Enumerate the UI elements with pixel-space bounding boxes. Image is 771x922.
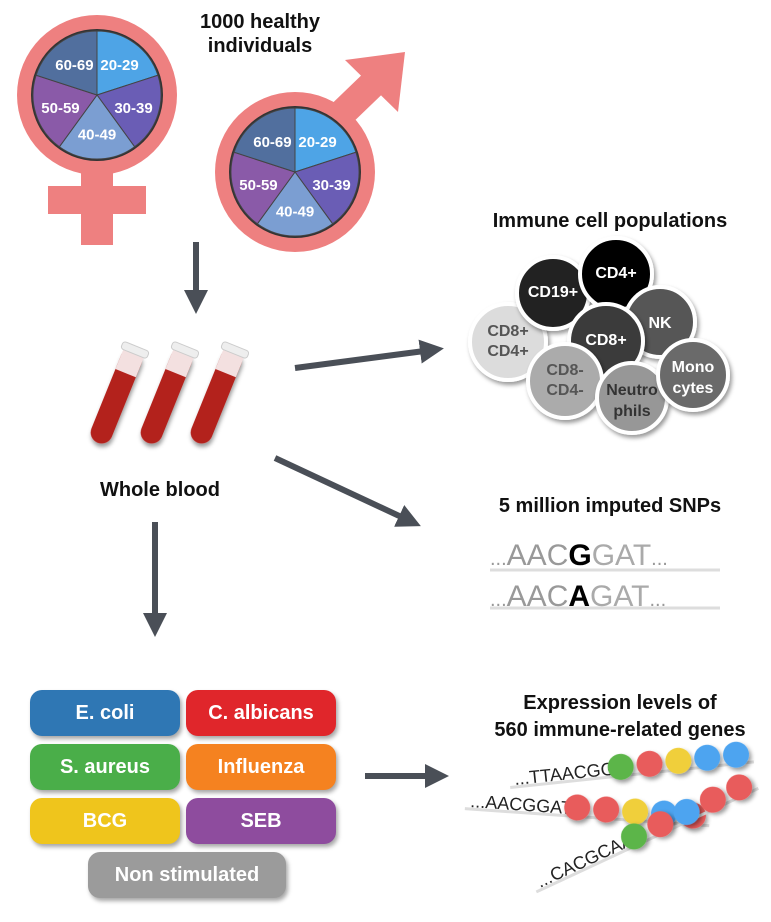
age-slice-30-39 — [294, 151, 360, 225]
snps-title: 5 million imputed SNPs — [498, 495, 722, 517]
blood-tube — [190, 341, 250, 444]
cell-label: Neutro — [606, 382, 658, 399]
expression-bead — [673, 798, 700, 825]
expression-bead — [593, 796, 620, 823]
age-label: 20-29 — [100, 57, 138, 74]
stimulus-s-aureus: S. aureus — [30, 744, 180, 790]
stimulus-seb: SEB — [186, 798, 336, 844]
cohort-title: 1000 healthy individuals — [150, 10, 370, 58]
stimulus-label: Influenza — [217, 755, 305, 778]
age-label: 50-59 — [239, 177, 277, 194]
expression-title-line1: Expression levels of — [523, 692, 717, 714]
stimulus-label: Non stimulated — [114, 863, 260, 886]
cohort-title-line2: individuals — [207, 35, 313, 57]
sequence-text: ...TTAACGG — [513, 759, 615, 789]
whole-blood-label: Whole blood — [100, 479, 220, 501]
stimulus-label: SEB — [240, 809, 282, 832]
expression-bead — [647, 811, 674, 838]
age-label: 60-69 — [253, 134, 291, 151]
cell-label: CD19+ — [527, 284, 579, 301]
immune-title: Immune cell populations — [492, 210, 728, 232]
cell-label: NK — [648, 315, 672, 332]
cell-cd8-cd4- — [468, 302, 548, 382]
age-slice-50-59 — [230, 151, 296, 225]
immune-cell-cluster: NK Neutro phils Mono cytes — [468, 236, 730, 435]
age-slice-40-49 — [58, 94, 136, 160]
expression-bead — [726, 774, 753, 801]
blood-tubes-icon — [90, 341, 250, 444]
age-slice-50-59 — [32, 74, 98, 148]
arrow-blood-to-snps — [273, 455, 421, 527]
age-pie-male: 20-29 30-39 40-49 50-59 60-69 — [229, 106, 361, 238]
cell-label: CD4+ — [595, 265, 637, 282]
age-slice-20-29 — [294, 107, 357, 173]
expression-row: ...AACGGAT — [464, 791, 710, 829]
cell-monocytes: Mono cytes — [656, 338, 730, 412]
expression-bead — [564, 794, 591, 821]
age-slice-20-29 — [96, 30, 159, 96]
expression-bead — [621, 823, 648, 850]
cell-label: CD8+ CD4+ — [487, 323, 529, 360]
age-label: 30-39 — [114, 100, 152, 117]
snp-sequence-1: ...AACGGAT... — [490, 539, 668, 572]
cell-label: CD8- CD4- — [546, 362, 584, 399]
age-label: 20-29 — [298, 134, 336, 151]
cell-label: cytes — [673, 380, 714, 397]
expression-title-line2: 560 immune-related genes — [494, 719, 746, 741]
expression-bead — [665, 747, 692, 774]
stimulus-label: C. albicans — [208, 701, 314, 724]
stimulus-non-stimulated: Non stimulated — [88, 852, 286, 898]
cohort-title-line1: 1000 healthy — [199, 11, 321, 33]
stimulus-label: BCG — [82, 809, 128, 832]
stimulus-influenza: Influenza — [186, 744, 336, 790]
expression-bead — [699, 786, 726, 813]
expression-bead — [607, 753, 634, 780]
cell-label: phils — [613, 403, 650, 420]
expression-bead — [622, 798, 649, 825]
expression-row: ...TTAACGG — [510, 741, 755, 790]
sequence-text: ...CACGCAA — [533, 830, 636, 892]
expression-bead — [723, 741, 750, 768]
cell-label: Mono — [672, 359, 715, 376]
stimulus-label: S. aureus — [59, 755, 151, 778]
male-symbol-icon: 20-29 30-39 40-49 50-59 60-69 — [215, 52, 405, 252]
expression-bead — [694, 744, 721, 771]
expression-title: Expression levels of 560 immune-related g… — [470, 690, 770, 744]
stimulus-e-coli: E. coli — [30, 690, 180, 736]
expression-bead — [636, 750, 663, 777]
age-label: 40-49 — [276, 203, 314, 220]
age-label: 50-59 — [41, 100, 79, 117]
age-pie-female: 20-29 30-39 40-49 50-59 60-69 — [31, 29, 163, 161]
cell-label: CD8+ — [585, 332, 627, 349]
snp-sequences: ...AACGGAT... ...AACAGAT... — [490, 539, 720, 613]
age-slice-60-69 — [233, 107, 296, 173]
age-label: 60-69 — [55, 57, 93, 74]
stimulus-c-albicans: C. albicans — [186, 690, 336, 736]
age-label: 30-39 — [312, 177, 350, 194]
blood-tube — [140, 341, 200, 444]
age-slice-30-39 — [96, 74, 162, 148]
stimulus-bcg: BCG — [30, 798, 180, 844]
female-symbol-icon: 20-29 30-39 40-49 50-59 60-69 — [17, 15, 177, 245]
snp-sequence-2: ...AACAGAT... — [490, 580, 666, 613]
stimulus-label: E. coli — [75, 701, 135, 724]
blood-tube — [90, 341, 150, 444]
sequence-text: ...AACGGAT — [470, 791, 573, 818]
arrow-blood-to-cells — [294, 339, 444, 371]
expression-sequences: ...TTAACGG...AACGGAT ...CACGCAA — [464, 741, 759, 894]
age-slice-40-49 — [256, 171, 334, 237]
expression-row: ...CACGCAA — [533, 774, 759, 894]
age-label: 40-49 — [78, 126, 116, 143]
age-slice-60-69 — [35, 30, 98, 96]
